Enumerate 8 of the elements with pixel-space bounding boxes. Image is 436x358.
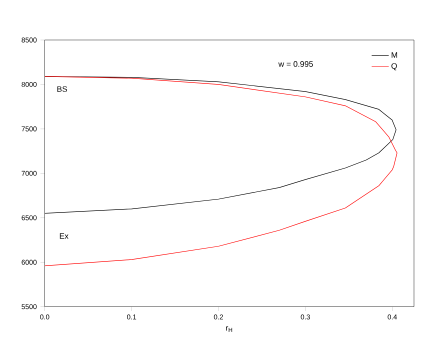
legend-label: M [392, 52, 398, 58]
legend-label: Q [391, 63, 397, 70]
line-series [44, 76, 398, 266]
annotation: BS [57, 86, 68, 92]
x-axis-title: r$_{H}$ [226, 326, 232, 332]
annotation: w = 0.995 [278, 61, 313, 67]
annotation: Ex [60, 233, 68, 239]
line-series [44, 76, 396, 214]
